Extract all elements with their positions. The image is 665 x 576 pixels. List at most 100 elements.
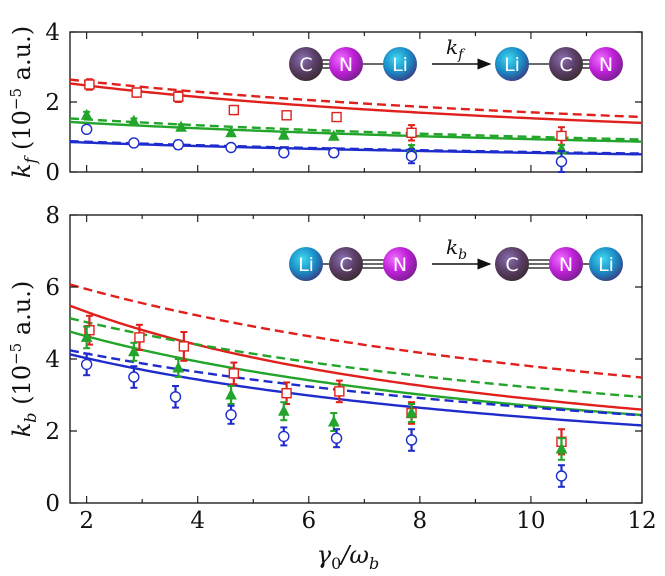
bottom-plot-area [69, 283, 643, 488]
marker-circle [278, 430, 290, 443]
marker-circle [80, 123, 93, 136]
atom-li: Li [589, 247, 623, 281]
bottom-point-blue [225, 404, 237, 425]
atom-n: N [589, 47, 623, 81]
atom-sphere [329, 247, 363, 281]
atom-sphere [495, 47, 529, 81]
marker-circle [555, 470, 568, 482]
marker-triangle [327, 129, 340, 141]
bottom-point-red [334, 379, 345, 404]
top-point-blue [405, 148, 418, 165]
bottom-reaction-diagram: Li C N C N Li kb [289, 235, 623, 281]
xtick-label: 6 [301, 508, 316, 534]
bottom-point-blue [80, 352, 93, 377]
marker-circle [405, 150, 418, 162]
marker-circle [128, 371, 140, 383]
atom-label: Li [504, 54, 520, 76]
top-ylabel-unit: a.u.) [8, 26, 36, 88]
marker-circle [555, 155, 568, 168]
bottom-panel: 0 2 4 6 8 Li C N C N Li kb kb (10−5 a.u.) [7, 203, 643, 517]
marker-triangle [327, 415, 340, 427]
atom-n: N [383, 247, 417, 281]
marker-circle [80, 358, 93, 371]
xlabel-sub2: b [369, 554, 379, 573]
marker-triangle [175, 120, 187, 132]
bottom-curve-blue-dashed [69, 349, 643, 417]
marker-triangle [80, 330, 93, 342]
top-point-green [80, 108, 93, 120]
bottom-ylabel-k: k [8, 423, 36, 438]
marker-triangle [225, 126, 237, 138]
xtick-label: 2 [79, 508, 94, 534]
bottom-point-blue [330, 428, 343, 449]
marker-triangle [277, 128, 290, 140]
bottom-curve-red-solid [69, 304, 643, 411]
atom-sphere [383, 247, 417, 281]
xtick-label: 10 [516, 508, 545, 534]
atom-c: C [549, 47, 583, 81]
top-point-blue [278, 147, 290, 159]
bottom-curve-blue-solid [69, 353, 643, 427]
top-point-red [556, 126, 567, 146]
bottom-ylabel-rest: (10 [8, 365, 36, 413]
atom-label: C [299, 54, 312, 76]
bottom-point-blue [405, 428, 418, 452]
marker-circle [128, 137, 140, 149]
marker-square [228, 104, 240, 116]
top-curve-green-solid [69, 120, 643, 143]
marker-triangle [128, 345, 140, 357]
marker-square [134, 332, 145, 343]
top-y-axis-label: kf (10−5 a.u.) [7, 26, 40, 178]
bottom-point-blue [555, 464, 568, 488]
atom-n: N [329, 47, 363, 81]
marker-triangle [225, 388, 237, 400]
bottom-point-blue [278, 426, 290, 447]
atom-label: Li [298, 254, 314, 276]
top-y-ticks: 0 2 4 [45, 20, 643, 186]
top-point-red [406, 124, 417, 142]
atom-n: N [549, 247, 583, 281]
xlabel-main: γ [317, 541, 332, 569]
marker-circle [225, 409, 237, 421]
bottom-ytick-label: 2 [45, 419, 60, 445]
bottom-ylabel-sub: b [21, 412, 40, 422]
top-curve-red-dashed [69, 78, 643, 119]
bottom-ytick-label: 4 [45, 347, 60, 373]
top-point-green [225, 126, 237, 138]
bottom-ylabel-unit: a.u.) [8, 281, 36, 343]
top-point-red [84, 78, 95, 91]
atom-li: Li [383, 47, 417, 81]
top-curve-red-solid [69, 82, 643, 125]
marker-circle [405, 434, 418, 446]
top-curve-blue-dashed [69, 140, 643, 155]
xtick-label: 4 [190, 508, 205, 534]
marker-triangle [172, 361, 185, 373]
marker-square [281, 388, 292, 399]
bottom-y-axis-label: kb (10−5 a.u.) [7, 281, 40, 437]
bottom-curve-green-solid [69, 330, 643, 417]
top-panel: 0 2 4 C N Li Li C Nkf kf (10−5 a.u.) [7, 20, 643, 186]
bottom-point-red [134, 323, 145, 351]
marker-square [173, 91, 184, 102]
marker-circle [330, 432, 343, 444]
bottom-point-green [80, 325, 93, 350]
x-ticks: 2 4 6 8 10 12 [79, 508, 656, 534]
atom-li: Li [495, 47, 529, 81]
marker-triangle [555, 442, 568, 454]
bottom-point-green [555, 437, 568, 461]
bottom-curve-green-dashed [69, 317, 643, 399]
top-point-red [228, 104, 240, 116]
top-point-green [175, 120, 187, 132]
top-point-blue [80, 123, 93, 136]
top-point-blue [555, 150, 568, 173]
marker-triangle [277, 404, 290, 416]
marker-triangle [80, 108, 93, 120]
atom-sphere [549, 247, 583, 281]
marker-circle [328, 147, 340, 159]
top-ylabel-rest: (10 [8, 110, 36, 158]
top-reaction-diagram: C N Li Li C Nkf [289, 35, 623, 81]
top-point-red [173, 90, 184, 103]
top-point-red [281, 110, 292, 121]
top-point-green [128, 114, 140, 126]
atom-label: Li [598, 254, 614, 276]
